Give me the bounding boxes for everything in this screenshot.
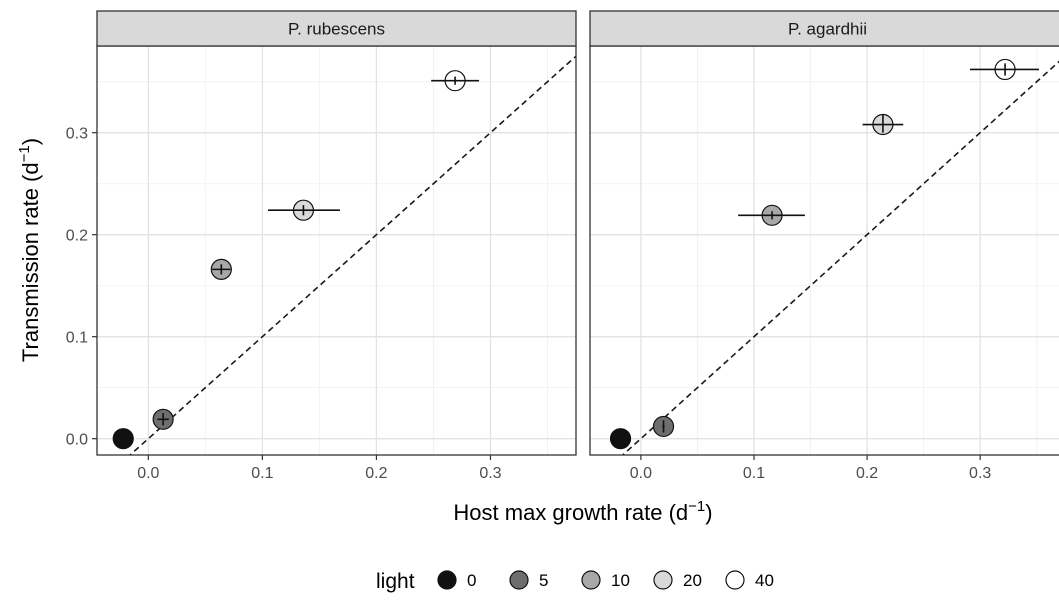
y-tick-label: 0.2 (66, 228, 88, 245)
legend-label: 0 (467, 571, 476, 590)
x-tick-label: 0.0 (630, 465, 652, 482)
legend-label: 10 (611, 571, 630, 590)
data-point-light-0 (609, 428, 632, 450)
legend-key-5 (509, 570, 529, 590)
x-tick-label: 0.2 (856, 465, 878, 482)
x-tick-label: 0.1 (251, 465, 273, 482)
panel-title: P. rubescens (288, 20, 385, 39)
y-axis-title: Transmission rate (d−1) (16, 138, 43, 362)
y-tick-label: 0.0 (66, 432, 88, 449)
legend-key-0 (437, 570, 457, 590)
y-tick-label: 0.1 (66, 330, 88, 347)
panel-strip (589, 10, 1059, 47)
panel-strip (96, 10, 577, 47)
legend-key-10 (581, 570, 601, 590)
panel-background (97, 46, 576, 455)
panel-title: P. agardhii (788, 20, 867, 39)
reference-line-1to1 (621, 60, 1059, 455)
legend-key-20 (653, 570, 673, 590)
legend-label: 20 (683, 571, 702, 590)
x-axis-title: Host max growth rate (d−1) (453, 498, 712, 525)
legend-key-40 (725, 570, 745, 590)
legend-title: light (376, 570, 415, 593)
legend-label: 5 (539, 571, 548, 590)
reference-line-1to1 (128, 55, 576, 455)
legend-label: 40 (755, 571, 774, 590)
x-tick-label: 0.3 (479, 465, 501, 482)
y-tick-label: 0.3 (66, 126, 88, 143)
x-tick-label: 0.0 (137, 465, 159, 482)
x-tick-label: 0.3 (969, 465, 991, 482)
panel-background (590, 46, 1059, 455)
x-tick-label: 0.2 (365, 465, 387, 482)
x-tick-label: 0.1 (743, 465, 765, 482)
data-point-light-0 (112, 428, 134, 450)
